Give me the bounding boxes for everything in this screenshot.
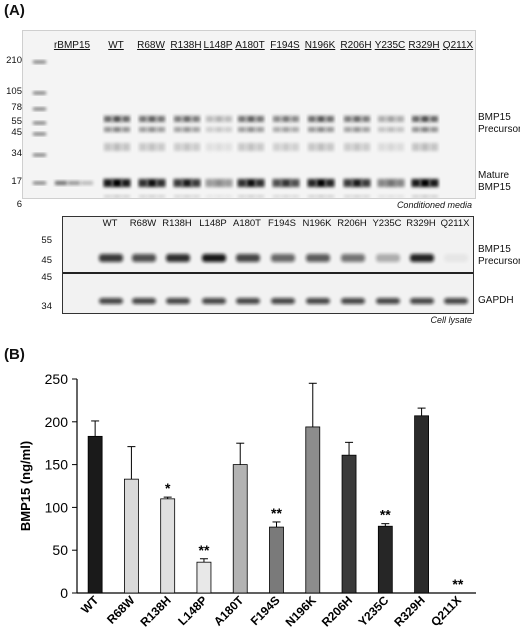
x-tick-label-r329h: R329H (391, 593, 427, 629)
y-tick-label: 50 (52, 542, 68, 558)
precursor-label-line2: Precursor (478, 124, 520, 135)
lane-label-rbmp15: rBMP15 (53, 40, 91, 51)
y-tick-label: 250 (45, 371, 69, 387)
significance-l148p: ** (199, 542, 210, 558)
x-tick-label-y235c: Y235C (356, 593, 392, 629)
lane-label-y235c: Y235C (374, 40, 406, 51)
y-axis-label: BMP15 (ng/ml) (18, 441, 33, 531)
bar-l148p (196, 561, 212, 594)
lane-label-f194s: F194S (270, 40, 300, 51)
x-tick-label-r206h: R206H (319, 593, 355, 629)
mw-marker-34: 34 (11, 148, 22, 159)
lysate-lane-label-n196k: N196K (302, 218, 332, 229)
x-tick-label-r68w: R68W (104, 593, 138, 627)
lysate-lane-label-r68w: R68W (129, 218, 157, 229)
panel-a-label: (A) (4, 2, 25, 19)
mw-marker-45: 45 (11, 127, 22, 138)
bmp15-bar-chart: 0 50 100 150 200 250 BMP15 (ng/ml) WT R68W * R138H… (18, 371, 476, 630)
lysate-precursor-label-line2: Precursor (478, 256, 520, 267)
x-tick-label-a180t: A180T (211, 593, 247, 629)
mw-marker-78: 78 (11, 102, 22, 113)
lysate-precursor-label: BMP15 Precursor (478, 244, 520, 268)
x-tick-label-f194s: F194S (248, 593, 283, 628)
bar-a180t (232, 464, 248, 594)
lysate-lane-label-f194s: F194S (268, 218, 296, 229)
mw-marker-105: 105 (6, 86, 22, 97)
y-tick-label: 100 (45, 499, 69, 515)
lysate-lane-label-r138h: R138H (162, 218, 192, 229)
significance-q211x: ** (452, 576, 463, 592)
x-tick-label-q211x: Q211X (428, 593, 464, 629)
mw-marker-6: 6 (16, 199, 22, 210)
lysate-precursor-label-line1: BMP15 (478, 244, 511, 255)
lysate-lane-label-l148p: L148P (199, 218, 227, 229)
x-tick-label-wt: WT (78, 593, 102, 617)
significance-y235c: ** (380, 507, 391, 523)
mw-marker-210: 210 (6, 55, 22, 66)
lysate-lane-label-y235c: Y235C (372, 218, 402, 229)
panel-b-label: (B) (4, 346, 25, 363)
lysate-lane-label-a180t: A180T (233, 218, 261, 229)
lysate-mw-marker-2: 45 (41, 272, 52, 283)
lane-label-l148p: L148P (203, 40, 233, 51)
bar-wt (87, 435, 103, 594)
lane-label-r138h: R138H (170, 40, 202, 51)
precursor-label: BMP15 Precursor (478, 112, 520, 136)
y-tick-label: 200 (45, 414, 69, 430)
x-tick-label-n196k: N196K (283, 593, 320, 630)
y-tick-label: 0 (60, 585, 68, 601)
lysate-lane-label-r329h: R329H (406, 218, 436, 229)
bar-f194s (269, 526, 284, 594)
x-tick-label-r138h: R138H (137, 593, 173, 629)
lane-label-q211x: Q211X (442, 40, 474, 51)
mature-label-line1: Mature (478, 170, 510, 181)
y-tick-label: 150 (45, 457, 69, 473)
cell-lysate-blot-image (63, 254, 473, 304)
mw-marker-55: 55 (11, 116, 22, 127)
lane-label-r68w: R68W (137, 40, 165, 51)
conditioned-media-blot (22, 30, 476, 208)
lysate-mw-marker-0: 55 (41, 235, 52, 246)
precursor-label-line1: BMP15 (478, 112, 511, 123)
bar-r68w (124, 478, 139, 594)
lane-label-r329h: R329H (408, 40, 440, 51)
lane-label-r206h: R206H (340, 40, 372, 51)
lysate-lane-label-r206h: R206H (337, 218, 367, 229)
lysate-mw-marker-3: 34 (41, 301, 52, 312)
bar-r206h (341, 454, 357, 594)
gapdh-label: GAPDH (478, 295, 514, 306)
lysate-lane-label-q211x: Q211X (440, 218, 470, 229)
lysate-mw-marker-1: 45 (41, 255, 52, 266)
mw-marker-17: 17 (11, 176, 22, 187)
bar-n196k (305, 426, 321, 594)
lysate-lane-label-wt: WT (102, 218, 118, 229)
significance-f194s: ** (271, 505, 282, 521)
x-tick-label-l148p: L148P (175, 593, 210, 628)
lane-label-n196k: N196K (304, 40, 336, 51)
lane-label-a180t: A180T (235, 40, 265, 51)
conditioned-media-blot-image (33, 60, 439, 208)
mature-label: Mature BMP15 (478, 170, 511, 194)
bar-y235c (377, 525, 393, 594)
mature-label-line2: BMP15 (478, 182, 511, 193)
bar-r138h (160, 498, 176, 594)
bar-r329h (414, 415, 429, 594)
cell-lysate-caption: Cell lysate (430, 315, 472, 325)
cell-lysate-blot (62, 216, 474, 314)
conditioned-media-caption: Conditioned media (396, 200, 472, 210)
significance-r138h: * (165, 480, 171, 496)
lane-label-wt: WT (108, 40, 124, 51)
